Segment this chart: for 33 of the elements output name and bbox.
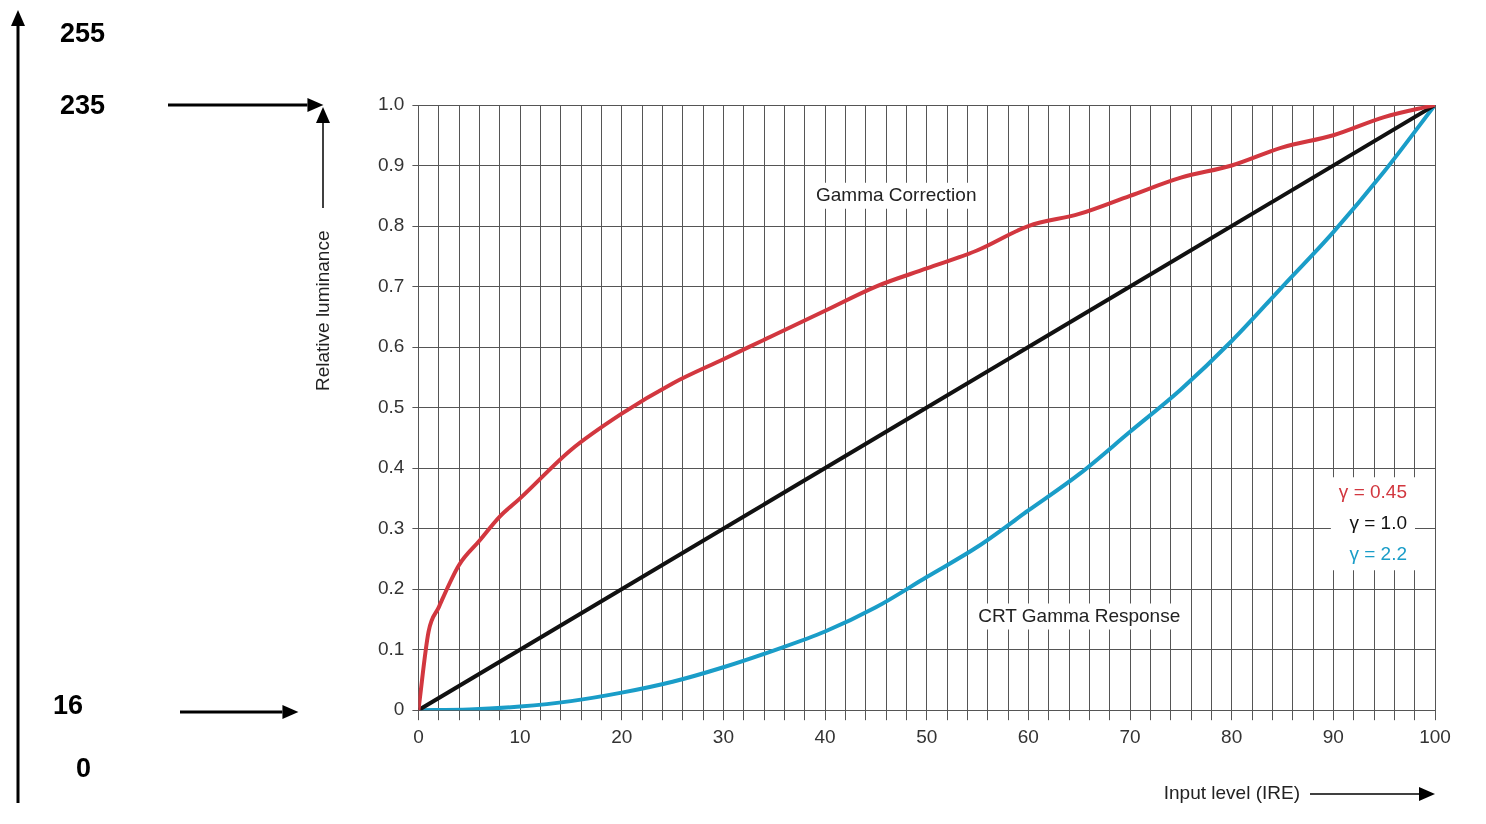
y-tick-label: 0.9 <box>377 153 405 175</box>
text: γ = 2.2 <box>1349 542 1407 564</box>
x-tick-label: 10 <box>509 725 531 747</box>
y-tick-label: 0.5 <box>377 395 405 417</box>
text: 235 <box>60 89 106 121</box>
x-tick-label: 90 <box>1322 725 1344 747</box>
text: 255 <box>60 17 106 49</box>
y-tick-label: 0.7 <box>377 274 405 296</box>
text: γ = 1.0 <box>1349 511 1407 533</box>
y-tick-label: 1.0 <box>377 93 405 115</box>
y-tick-label: 0.8 <box>377 214 405 236</box>
text: γ = 0.45 <box>1338 480 1407 502</box>
y-tick-label: 0.3 <box>377 516 405 538</box>
x-tick-label: 70 <box>1119 725 1141 747</box>
annotation: Gamma Correction <box>815 184 977 206</box>
text: 16 <box>53 689 84 722</box>
y-tick-label: 0.1 <box>377 637 405 659</box>
x-tick-label: 30 <box>712 725 734 747</box>
x-tick-label: 50 <box>916 725 938 747</box>
y-tick-label: 0.2 <box>377 577 405 599</box>
x-tick-label: 0 <box>413 725 424 747</box>
y-tick-label: 0.4 <box>377 456 405 478</box>
y-tick-label: 0 <box>393 698 405 720</box>
text: 0 <box>76 752 92 785</box>
x-tick-label: 80 <box>1221 725 1243 747</box>
annotation: CRT Gamma Response <box>978 604 1181 626</box>
y-axis-title: Relative luminance <box>311 230 333 392</box>
x-tick-label: 60 <box>1017 725 1039 747</box>
x-tick-label: 40 <box>814 725 836 747</box>
x-axis-title: Input level (IRE) <box>1163 782 1300 804</box>
y-tick-label: 0.6 <box>377 335 405 357</box>
x-tick-label: 20 <box>611 725 633 747</box>
x-tick-label: 100 <box>1419 725 1451 747</box>
